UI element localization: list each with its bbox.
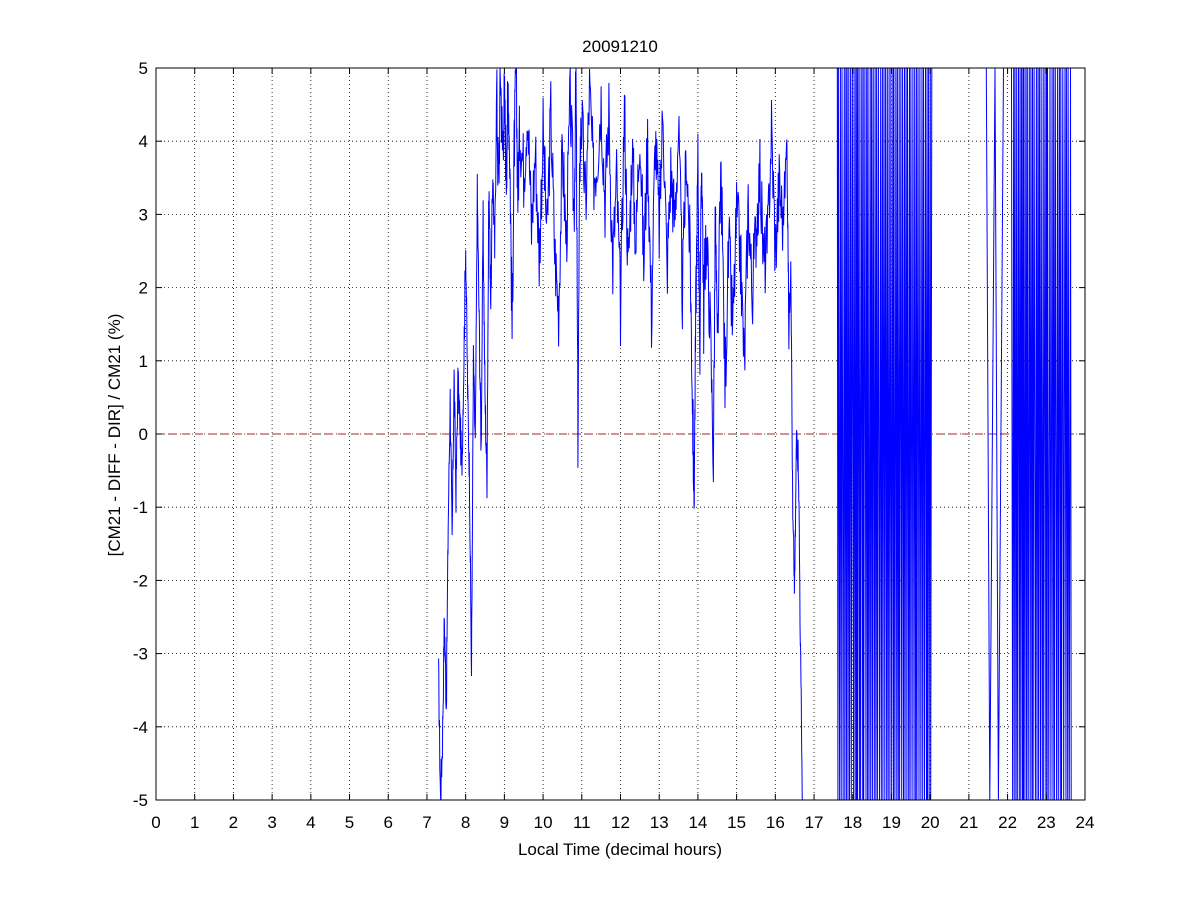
y-tick-label: -2 [133, 571, 148, 590]
y-tick-label: 5 [139, 59, 148, 78]
x-tick-label: 4 [306, 813, 315, 832]
y-axis-label: [CM21 - DIFF - DIR] / CM21 (%) [105, 314, 124, 557]
y-tick-label: 1 [139, 352, 148, 371]
series-burst [1011, 67, 1072, 801]
x-tick-label: 10 [534, 813, 553, 832]
x-tick-label: 0 [151, 813, 160, 832]
x-tick-label: 8 [461, 813, 470, 832]
y-tick-label: -3 [133, 645, 148, 664]
x-tick-label: 14 [688, 813, 707, 832]
x-tick-label: 11 [573, 813, 591, 832]
x-tick-label: 9 [500, 813, 509, 832]
y-tick-label: 4 [139, 132, 148, 151]
x-tick-label: 24 [1076, 813, 1095, 832]
y-tick-label: -1 [133, 498, 148, 517]
y-tick-label: -5 [133, 791, 148, 810]
x-tick-label: 3 [267, 813, 276, 832]
axis-ticks: 0 1 2 3 4 5 6 7 8 9 10 11 12 13 14 15 16 17 18 19 20 21 22 23 24… [133, 59, 1095, 832]
x-tick-label: 16 [766, 813, 785, 832]
x-tick-label: 1 [190, 813, 199, 832]
x-tick-label: 15 [727, 813, 746, 832]
x-tick-label: 20 [921, 813, 940, 832]
series-line [438, 67, 803, 801]
x-tick-label: 13 [650, 813, 669, 832]
x-tick-label: 7 [422, 813, 431, 832]
x-axis-label: Local Time (decimal hours) [518, 840, 722, 859]
y-tick-label: 0 [139, 425, 148, 444]
y-tick-label: 3 [139, 205, 148, 224]
x-tick-label: 19 [882, 813, 901, 832]
y-tick-label: 2 [139, 279, 148, 298]
x-tick-label: 23 [1037, 813, 1056, 832]
x-tick-label: 17 [805, 813, 824, 832]
chart-title: 20091210 [582, 37, 658, 56]
x-tick-label: 6 [384, 813, 393, 832]
x-tick-label: 5 [345, 813, 354, 832]
x-tick-label: 22 [998, 813, 1017, 832]
y-tick-label: -4 [133, 718, 148, 737]
x-tick-label: 18 [843, 813, 862, 832]
x-tick-label: 21 [959, 813, 978, 832]
x-tick-label: 2 [229, 813, 238, 832]
x-tick-label: 12 [611, 813, 630, 832]
